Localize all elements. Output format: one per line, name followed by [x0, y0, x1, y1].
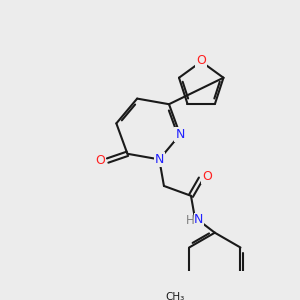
Text: N: N [176, 128, 185, 141]
Text: H: H [186, 214, 194, 227]
Text: N: N [194, 213, 204, 226]
Text: O: O [95, 154, 105, 167]
Text: N: N [154, 153, 164, 166]
Text: O: O [202, 170, 212, 183]
Text: O: O [196, 54, 206, 67]
Text: CH₃: CH₃ [166, 292, 185, 300]
